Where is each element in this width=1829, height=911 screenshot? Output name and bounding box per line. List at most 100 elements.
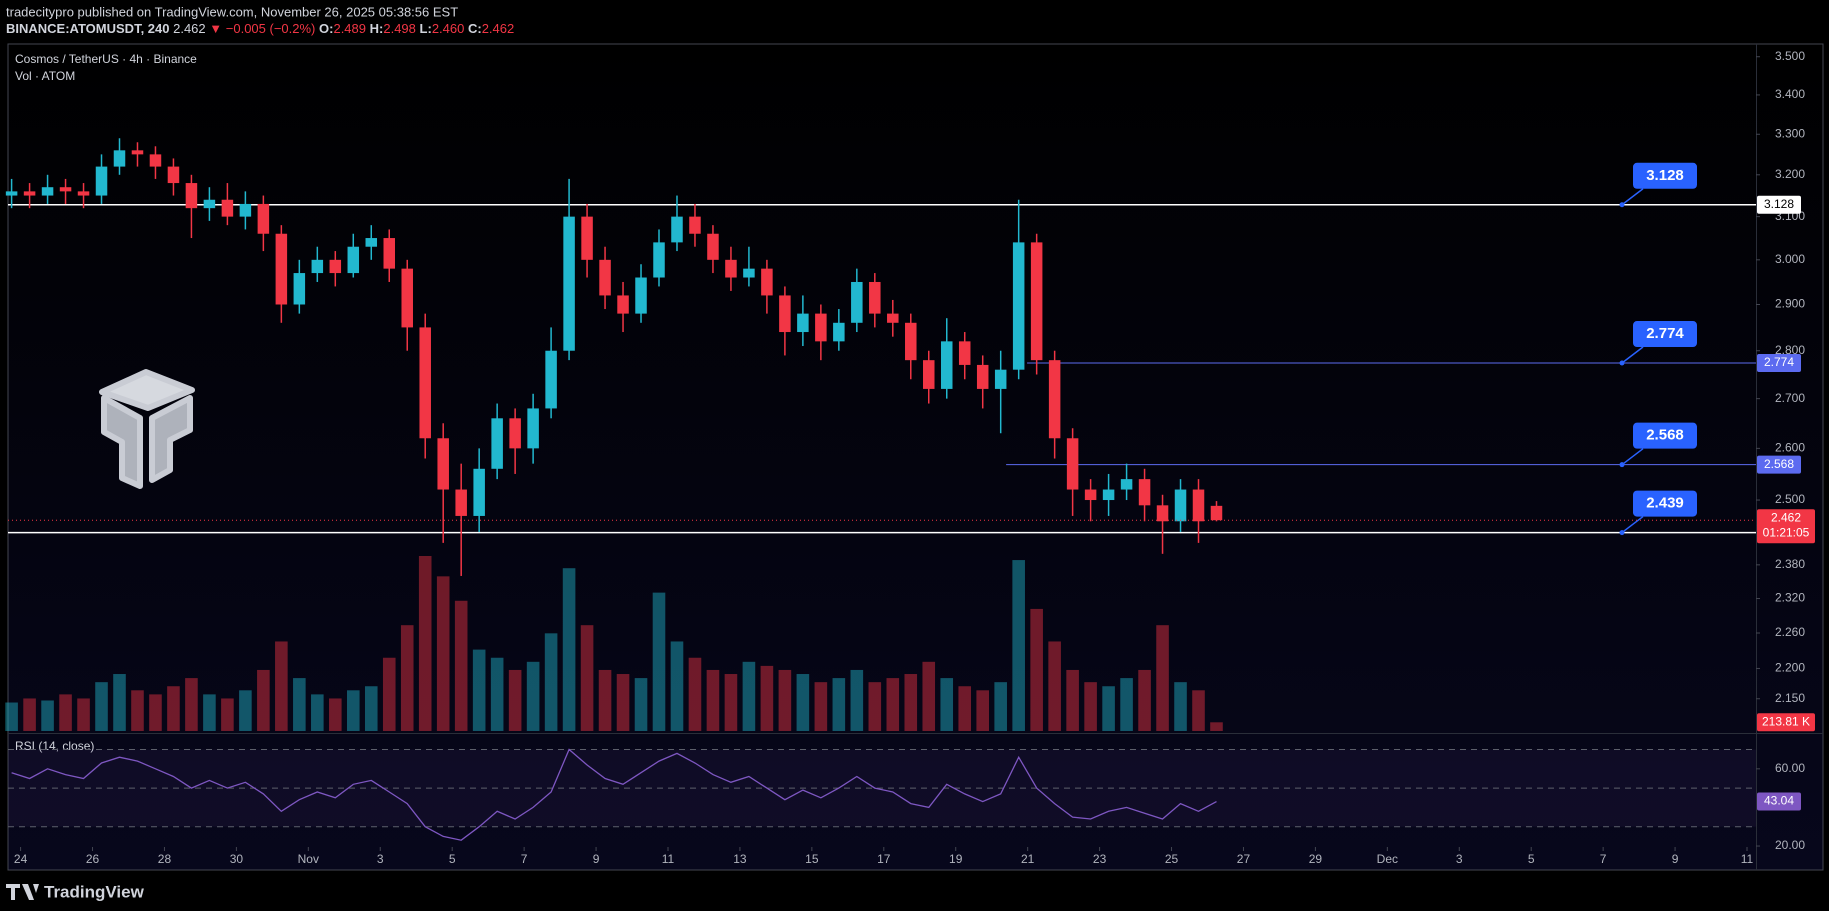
candle-body bbox=[167, 166, 180, 184]
scale-level-box bbox=[1757, 195, 1801, 214]
candle-body bbox=[617, 295, 629, 314]
candle-body bbox=[815, 313, 827, 342]
volume-bar bbox=[1192, 690, 1205, 731]
x-tick-label: 24 bbox=[14, 852, 28, 866]
candle-body bbox=[383, 238, 396, 269]
volume-bars bbox=[5, 556, 1223, 731]
x-tick-label: 11 bbox=[662, 852, 675, 866]
candle-body bbox=[940, 341, 953, 389]
y-tick-label: 3.000 bbox=[1775, 252, 1805, 266]
callout-label: 2.568 bbox=[1646, 427, 1684, 444]
y-tick-label: 2.200 bbox=[1775, 661, 1805, 675]
volume-bar bbox=[1084, 682, 1097, 731]
volume-bar bbox=[994, 682, 1007, 731]
callout-label: 3.128 bbox=[1646, 167, 1684, 184]
volume-bar bbox=[221, 698, 234, 731]
x-tick-label: 3 bbox=[377, 852, 384, 866]
volume-bar bbox=[329, 698, 342, 731]
chart-frame bbox=[7, 43, 1824, 871]
volume-bar bbox=[1012, 560, 1025, 731]
volume-bar bbox=[167, 686, 180, 731]
candle-body bbox=[1192, 489, 1205, 522]
x-tick-label: 23 bbox=[1093, 852, 1107, 866]
volume-bar bbox=[1210, 722, 1223, 731]
callout-label: 2.774 bbox=[1646, 325, 1684, 342]
volume-last-label: 213.81 K bbox=[1762, 714, 1810, 728]
callout-anchor bbox=[1619, 462, 1625, 468]
y-tick-label: 2.150 bbox=[1775, 691, 1805, 705]
candle-body bbox=[1210, 505, 1223, 521]
volume-bar bbox=[77, 698, 90, 731]
candle-body bbox=[1030, 242, 1043, 361]
y-tick-label: 3.200 bbox=[1775, 167, 1805, 181]
volume-bar bbox=[616, 674, 630, 731]
volume-bar bbox=[814, 682, 828, 731]
candle-body bbox=[671, 216, 683, 243]
x-tick-label: 5 bbox=[449, 852, 456, 866]
x-tick-label: 26 bbox=[86, 852, 100, 866]
volume-bar bbox=[778, 669, 792, 731]
candle-body bbox=[491, 418, 503, 469]
x-tick-label: 5 bbox=[1528, 852, 1535, 866]
x-tick-label: 9 bbox=[593, 852, 600, 866]
callout-tail bbox=[1621, 515, 1644, 534]
y-tick-label: 3.500 bbox=[1775, 49, 1805, 63]
x-tick-label: 25 bbox=[1165, 852, 1179, 866]
candle-body bbox=[1120, 479, 1133, 490]
volume-bar bbox=[275, 641, 288, 731]
candle-body bbox=[1174, 489, 1187, 522]
y-tick-label: 3.300 bbox=[1775, 126, 1805, 140]
volume-bar bbox=[95, 682, 108, 731]
x-tick-label: 3 bbox=[1456, 852, 1463, 866]
x-tick-label: Dec bbox=[1377, 852, 1398, 866]
candle-body bbox=[923, 360, 935, 389]
volume-bar bbox=[742, 661, 756, 731]
author-line: tradecitypro published on TradingView.co… bbox=[6, 4, 458, 19]
candle-body bbox=[905, 322, 917, 361]
candle-body bbox=[419, 327, 431, 439]
candle-body bbox=[113, 150, 126, 167]
volume-bar bbox=[41, 700, 54, 731]
candle-body bbox=[23, 191, 36, 196]
c-value: 2.462 bbox=[482, 21, 515, 36]
x-tick-label: 28 bbox=[158, 852, 172, 866]
volume-bar bbox=[382, 657, 396, 731]
symbol-line: BINANCE:ATOMUSDT, 240 2.462 ▼ −0.005 (−0… bbox=[6, 21, 514, 36]
candle-body bbox=[401, 268, 413, 328]
volume-bar bbox=[1156, 625, 1169, 731]
volume-bar bbox=[1174, 682, 1187, 731]
candle-body bbox=[779, 295, 791, 333]
y-tick-label: 2.500 bbox=[1775, 492, 1805, 506]
callout-label: 2.439 bbox=[1646, 495, 1684, 512]
scale-level-box bbox=[1757, 354, 1801, 373]
volume-bar bbox=[706, 669, 720, 731]
callout-anchor bbox=[1619, 202, 1625, 208]
x-tick-label: 7 bbox=[521, 852, 528, 866]
rsi-last-box bbox=[1757, 792, 1801, 811]
volume-bar bbox=[1102, 686, 1115, 731]
volume-bar bbox=[400, 625, 414, 731]
x-tick-label: 29 bbox=[1309, 852, 1323, 866]
volume-bar bbox=[526, 661, 540, 731]
volume-bar bbox=[688, 657, 702, 731]
candle-body bbox=[635, 277, 647, 314]
rsi-tick-label: 60.00 bbox=[1775, 761, 1805, 775]
volume-bar bbox=[886, 678, 900, 731]
rsi-last-label: 43.04 bbox=[1764, 794, 1794, 808]
callout-anchor bbox=[1619, 530, 1625, 536]
x-tick-label: 27 bbox=[1237, 852, 1251, 866]
volume-bar bbox=[976, 690, 990, 731]
candle-body bbox=[239, 203, 252, 217]
candle-body bbox=[473, 468, 485, 516]
candle-body bbox=[1012, 242, 1025, 370]
volume-bar bbox=[1120, 678, 1133, 731]
scale-level-box bbox=[1757, 455, 1801, 474]
callout-box bbox=[1633, 422, 1697, 449]
candle-body bbox=[41, 187, 54, 196]
volume-bar bbox=[544, 633, 558, 731]
volume-bar bbox=[418, 556, 432, 731]
candle-body bbox=[707, 233, 719, 260]
x-tick-label: 9 bbox=[1672, 852, 1679, 866]
volume-bar bbox=[23, 698, 36, 731]
